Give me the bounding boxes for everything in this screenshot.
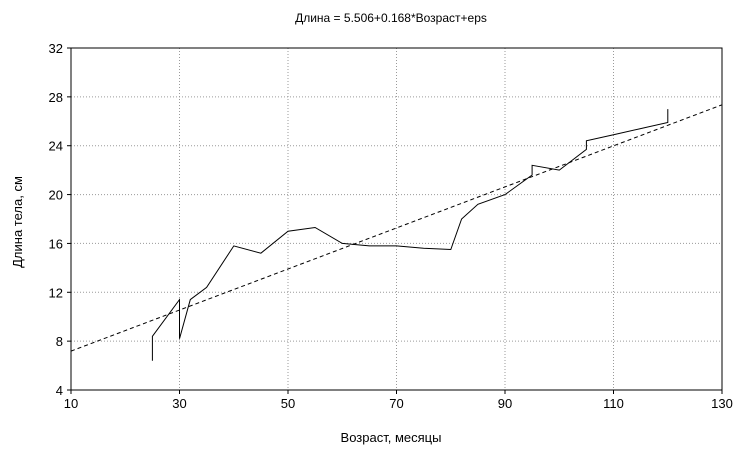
x-tick-label: 30	[172, 396, 186, 411]
data-series-line	[151, 109, 669, 361]
grid	[71, 48, 722, 390]
x-tick-label: 70	[389, 396, 403, 411]
y-tick-label: 20	[49, 188, 63, 203]
y-tick-label: 32	[49, 41, 63, 56]
x-axis-title: Возраст, месяцы	[341, 430, 442, 445]
y-axis-title: Длина тела, см	[10, 176, 25, 268]
chart-title: Длина = 5.506+0.168*Возраст+eps	[295, 11, 487, 25]
y-tick-label: 12	[49, 285, 63, 300]
x-tick-label: 130	[711, 396, 733, 411]
x-tick-label: 90	[498, 396, 512, 411]
x-tick-label: 50	[281, 396, 295, 411]
tick-layer: 10 30 50 70 90 110 130 4 8 12 16 20 24 28 32	[49, 41, 733, 411]
series-layer	[70, 104, 723, 361]
y-tick-label: 16	[49, 236, 63, 251]
y-tick-label: 28	[49, 90, 63, 105]
x-tick-label: 10	[64, 396, 78, 411]
y-tick-label: 4	[56, 383, 63, 398]
y-tick-label: 8	[56, 334, 63, 349]
x-tick-label: 110	[603, 396, 624, 411]
y-tick-label: 24	[49, 139, 63, 154]
